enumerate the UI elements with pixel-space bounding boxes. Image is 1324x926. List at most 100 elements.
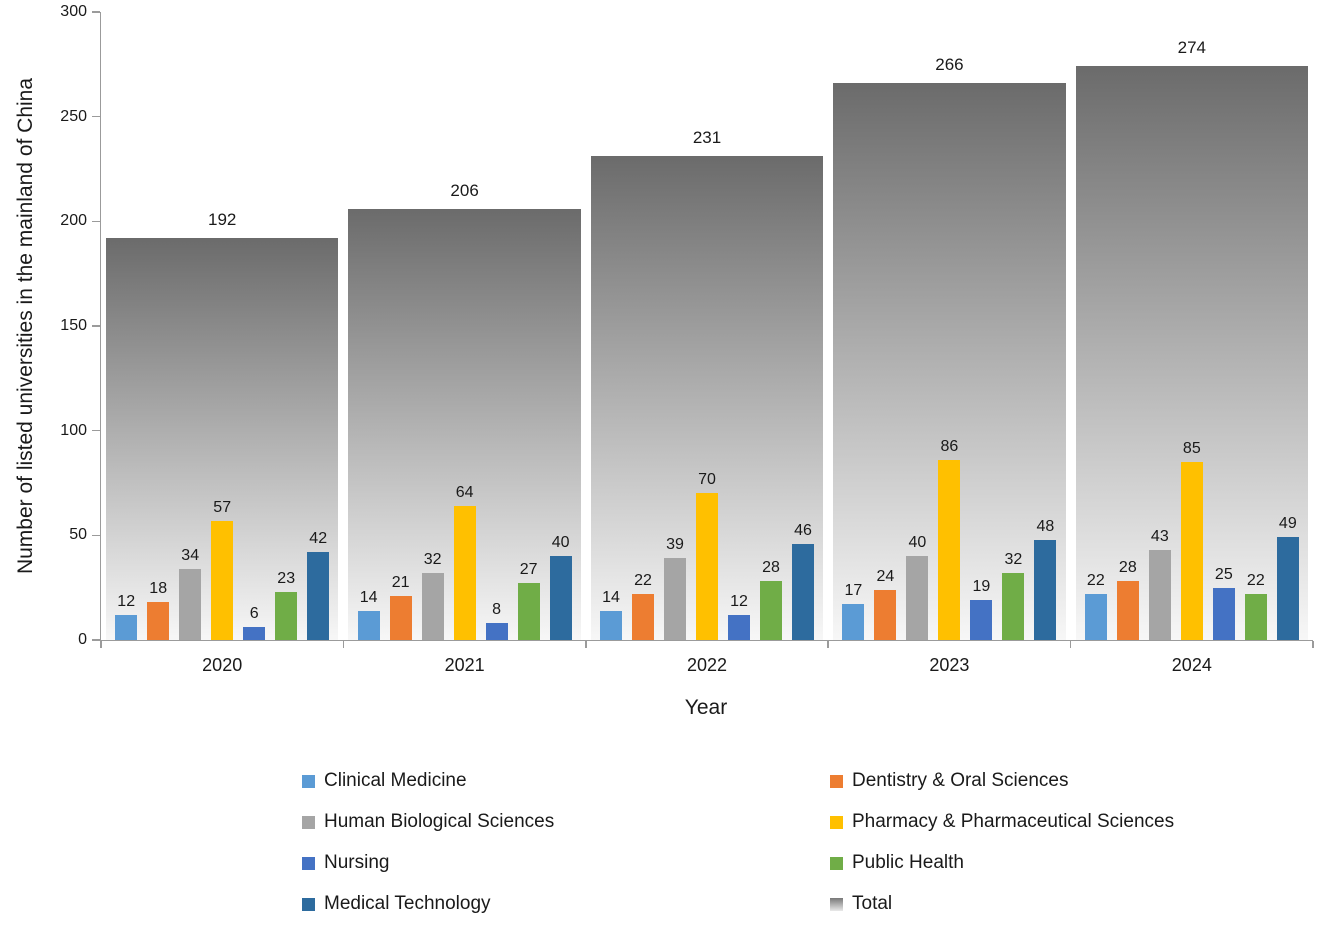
bar-value-label: 24 — [876, 567, 895, 585]
y-tick-label: 50 — [69, 526, 87, 544]
category-group-2024: 274 22 28 43 85 25 22 49 2024 — [1071, 12, 1313, 675]
x-axis-tick — [585, 641, 587, 648]
bar-value-label: 12 — [117, 592, 136, 610]
legend-swatch-human-biological-sciences — [302, 815, 315, 829]
bar-wrap-human-biological-sciences: 34 — [179, 547, 202, 640]
bar-value-label: 40 — [551, 534, 570, 552]
bar-wrap-dentistry-oral-sciences: 22 — [632, 572, 655, 640]
bar-wrap-clinical-medicine: 14 — [357, 588, 380, 640]
bar-wrap-medical-technology: 49 — [1276, 515, 1299, 640]
legend-swatch-medical-technology — [302, 897, 315, 911]
x-tick-label-2024: 2024 — [1171, 655, 1212, 675]
bar-value-label: 14 — [359, 588, 378, 606]
bar-cluster: 14 21 32 64 8 27 40 — [343, 484, 585, 640]
x-axis-title: Year — [684, 696, 728, 719]
bar-wrap-pharmacy-pharmaceutical-sciences: 64 — [453, 484, 476, 640]
legend-label: Dentistry & Oral Sciences — [852, 770, 1069, 791]
bar-cluster: 14 22 39 70 12 28 46 — [586, 471, 828, 640]
total-value-label: 266 — [935, 55, 964, 75]
bar-value-label: 32 — [1004, 551, 1023, 569]
y-axis-tick — [92, 429, 100, 432]
legend-item-pharmacy-pharmaceutical-sciences: Pharmacy & Pharmaceutical Sciences — [830, 811, 1174, 833]
bar-wrap-dentistry-oral-sciences: 21 — [389, 574, 412, 640]
bar-wrap-human-biological-sciences: 43 — [1148, 528, 1171, 640]
bar-wrap-public-health: 22 — [1244, 571, 1267, 640]
bar-dentistry-oral-sciences — [874, 589, 897, 640]
bar-value-label: 28 — [1118, 559, 1137, 577]
legend-swatch-dentistry-oral-sciences — [830, 774, 843, 788]
x-axis-tick — [342, 641, 345, 648]
legend-swatch-pharmacy-pharmaceutical-sciences — [830, 815, 843, 829]
legend-swatch-total — [830, 897, 843, 911]
bar-wrap-nursing: 25 — [1212, 566, 1235, 640]
bar-wrap-human-biological-sciences: 32 — [421, 551, 444, 640]
x-tick-label-2020: 2020 — [202, 655, 243, 675]
bar-clinical-medicine — [842, 604, 865, 640]
bar-nursing — [243, 627, 266, 640]
bar-wrap-public-health: 23 — [275, 570, 298, 640]
bar-cluster: 17 24 40 86 19 32 48 — [828, 438, 1070, 640]
bar-value-label: 86 — [940, 437, 959, 455]
bar-wrap-medical-technology: 48 — [1034, 517, 1057, 640]
y-tick-label: 100 — [60, 421, 87, 439]
bar-wrap-nursing: 8 — [485, 601, 508, 640]
legend-label: Public Health — [852, 852, 964, 873]
bar-wrap-pharmacy-pharmaceutical-sciences: 85 — [1180, 440, 1203, 640]
bar-value-label: 48 — [1036, 517, 1055, 535]
y-axis-title: Number of listed universities in the mai… — [14, 77, 37, 575]
bar-value-label: 40 — [908, 534, 927, 552]
legend-item-human-biological-sciences: Human Biological Sciences — [302, 811, 830, 833]
y-axis-tick — [92, 639, 100, 641]
bar-human-biological-sciences — [906, 556, 929, 640]
bar-public-health — [1002, 573, 1025, 640]
y-axis-tick — [92, 11, 100, 13]
bar-nursing — [485, 623, 508, 640]
legend-item-public-health: Public Health — [830, 852, 1174, 874]
bar-wrap-public-health: 27 — [517, 561, 540, 640]
bar-wrap-clinical-medicine: 12 — [115, 592, 138, 640]
x-axis-tick — [1312, 641, 1314, 648]
bar-value-label: 49 — [1278, 515, 1297, 533]
category-group-2020: 192 12 18 34 57 6 23 42 2020 — [101, 12, 343, 675]
bar-value-label: 43 — [1150, 528, 1169, 545]
bar-pharmacy-pharmaceutical-sciences — [211, 520, 234, 640]
bar-wrap-dentistry-oral-sciences: 28 — [1116, 559, 1139, 640]
bar-value-label: 19 — [972, 578, 991, 596]
bar-value-label: 22 — [1246, 571, 1265, 589]
bar-wrap-nursing: 12 — [728, 592, 751, 640]
bar-value-label: 39 — [666, 536, 684, 554]
category-group-2023: 266 17 24 40 86 19 32 48 2023 — [828, 12, 1070, 675]
bar-value-label: 46 — [794, 521, 812, 539]
y-axis-tick — [92, 534, 100, 537]
bar-pharmacy-pharmaceutical-sciences — [453, 506, 476, 640]
bar-value-label: 42 — [309, 530, 328, 548]
bar-value-label: 17 — [844, 582, 863, 600]
bar-value-label: 32 — [423, 551, 442, 569]
legend-item-dentistry-oral-sciences: Dentistry & Oral Sciences — [830, 770, 1174, 792]
bar-human-biological-sciences — [664, 558, 687, 640]
bar-cluster: 12 18 34 57 6 23 42 — [101, 499, 343, 640]
bar-pharmacy-pharmaceutical-sciences — [1180, 462, 1203, 640]
bar-wrap-medical-technology: 46 — [792, 521, 815, 640]
bar-public-health — [275, 591, 298, 640]
bar-wrap-clinical-medicine: 17 — [842, 582, 865, 640]
bar-public-health — [517, 583, 540, 640]
bar-dentistry-oral-sciences — [1116, 581, 1139, 640]
bar-nursing — [970, 600, 993, 640]
bar-wrap-medical-technology: 42 — [307, 530, 330, 640]
y-tick-label: 200 — [60, 212, 87, 230]
y-tick-label: 0 — [78, 631, 87, 648]
bar-wrap-dentistry-oral-sciences: 24 — [874, 567, 897, 640]
bar-pharmacy-pharmaceutical-sciences — [696, 493, 719, 640]
bar-value-label: 12 — [730, 592, 748, 610]
bar-value-label: 57 — [213, 498, 232, 516]
bar-public-health — [760, 581, 783, 640]
y-axis-tick — [92, 325, 100, 327]
total-value-label: 231 — [692, 128, 722, 148]
legend-swatch-public-health — [830, 856, 843, 870]
bar-public-health — [1244, 593, 1267, 640]
y-axis-tick — [92, 220, 100, 223]
bar-value-label: 21 — [391, 574, 410, 592]
bar-value-label: 8 — [492, 601, 502, 619]
